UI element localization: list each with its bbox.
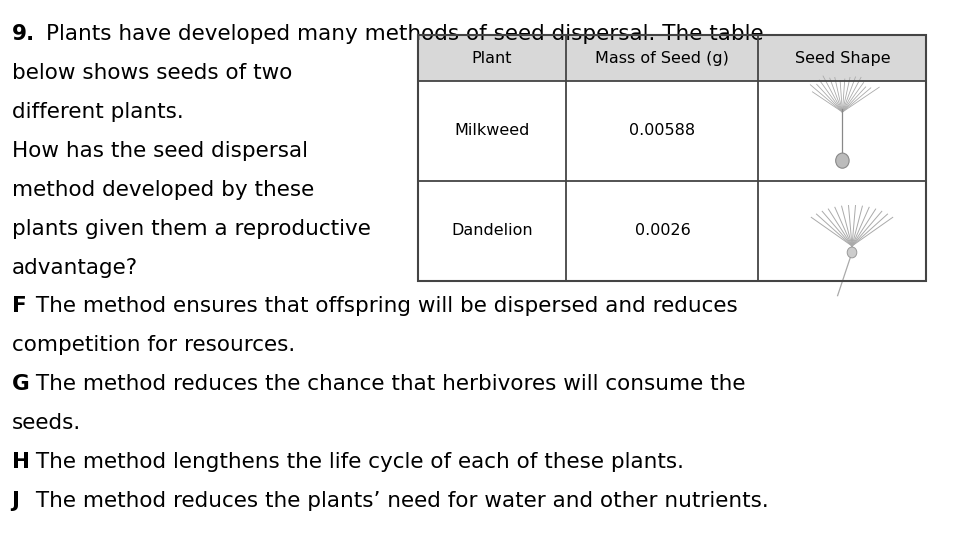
Text: Plant: Plant [471, 51, 513, 65]
Text: seeds.: seeds. [12, 413, 81, 433]
Text: H: H [12, 452, 30, 472]
Text: below shows seeds of two: below shows seeds of two [12, 63, 292, 83]
Text: J: J [12, 491, 19, 511]
Text: Dandelion: Dandelion [451, 224, 533, 238]
Text: How has the seed dispersal: How has the seed dispersal [12, 141, 307, 161]
Text: The method lengthens the life cycle of each of these plants.: The method lengthens the life cycle of e… [29, 452, 684, 472]
Bar [418, 81, 926, 181]
Text: G: G [12, 374, 29, 394]
Bar [418, 35, 926, 81]
Text: Plants have developed many methods of seed dispersal. The table: Plants have developed many methods of se… [46, 24, 764, 44]
Ellipse shape [848, 247, 857, 258]
Text: different plants.: different plants. [12, 102, 183, 122]
Text: F: F [12, 296, 26, 316]
Text: 9.: 9. [12, 24, 35, 44]
Text: plants given them a reproductive: plants given them a reproductive [12, 219, 371, 239]
Text: 0.00588: 0.00588 [630, 124, 695, 138]
Text: The method reduces the plants’ need for water and other nutrients.: The method reduces the plants’ need for … [29, 491, 769, 511]
Text: Milkweed: Milkweed [454, 124, 530, 138]
Ellipse shape [835, 153, 850, 168]
Text: method developed by these: method developed by these [12, 180, 314, 200]
Bar [418, 35, 926, 281]
Text: The method ensures that offspring will be dispersed and reduces: The method ensures that offspring will b… [29, 296, 737, 316]
Text: 0.0026: 0.0026 [635, 224, 690, 238]
Bar [418, 181, 926, 281]
Text: Mass of Seed (g): Mass of Seed (g) [595, 51, 730, 65]
Text: Seed Shape: Seed Shape [795, 51, 890, 65]
Text: The method reduces the chance that herbivores will consume the: The method reduces the chance that herbi… [29, 374, 745, 394]
Text: advantage?: advantage? [12, 258, 137, 278]
Text: competition for resources.: competition for resources. [12, 335, 295, 355]
